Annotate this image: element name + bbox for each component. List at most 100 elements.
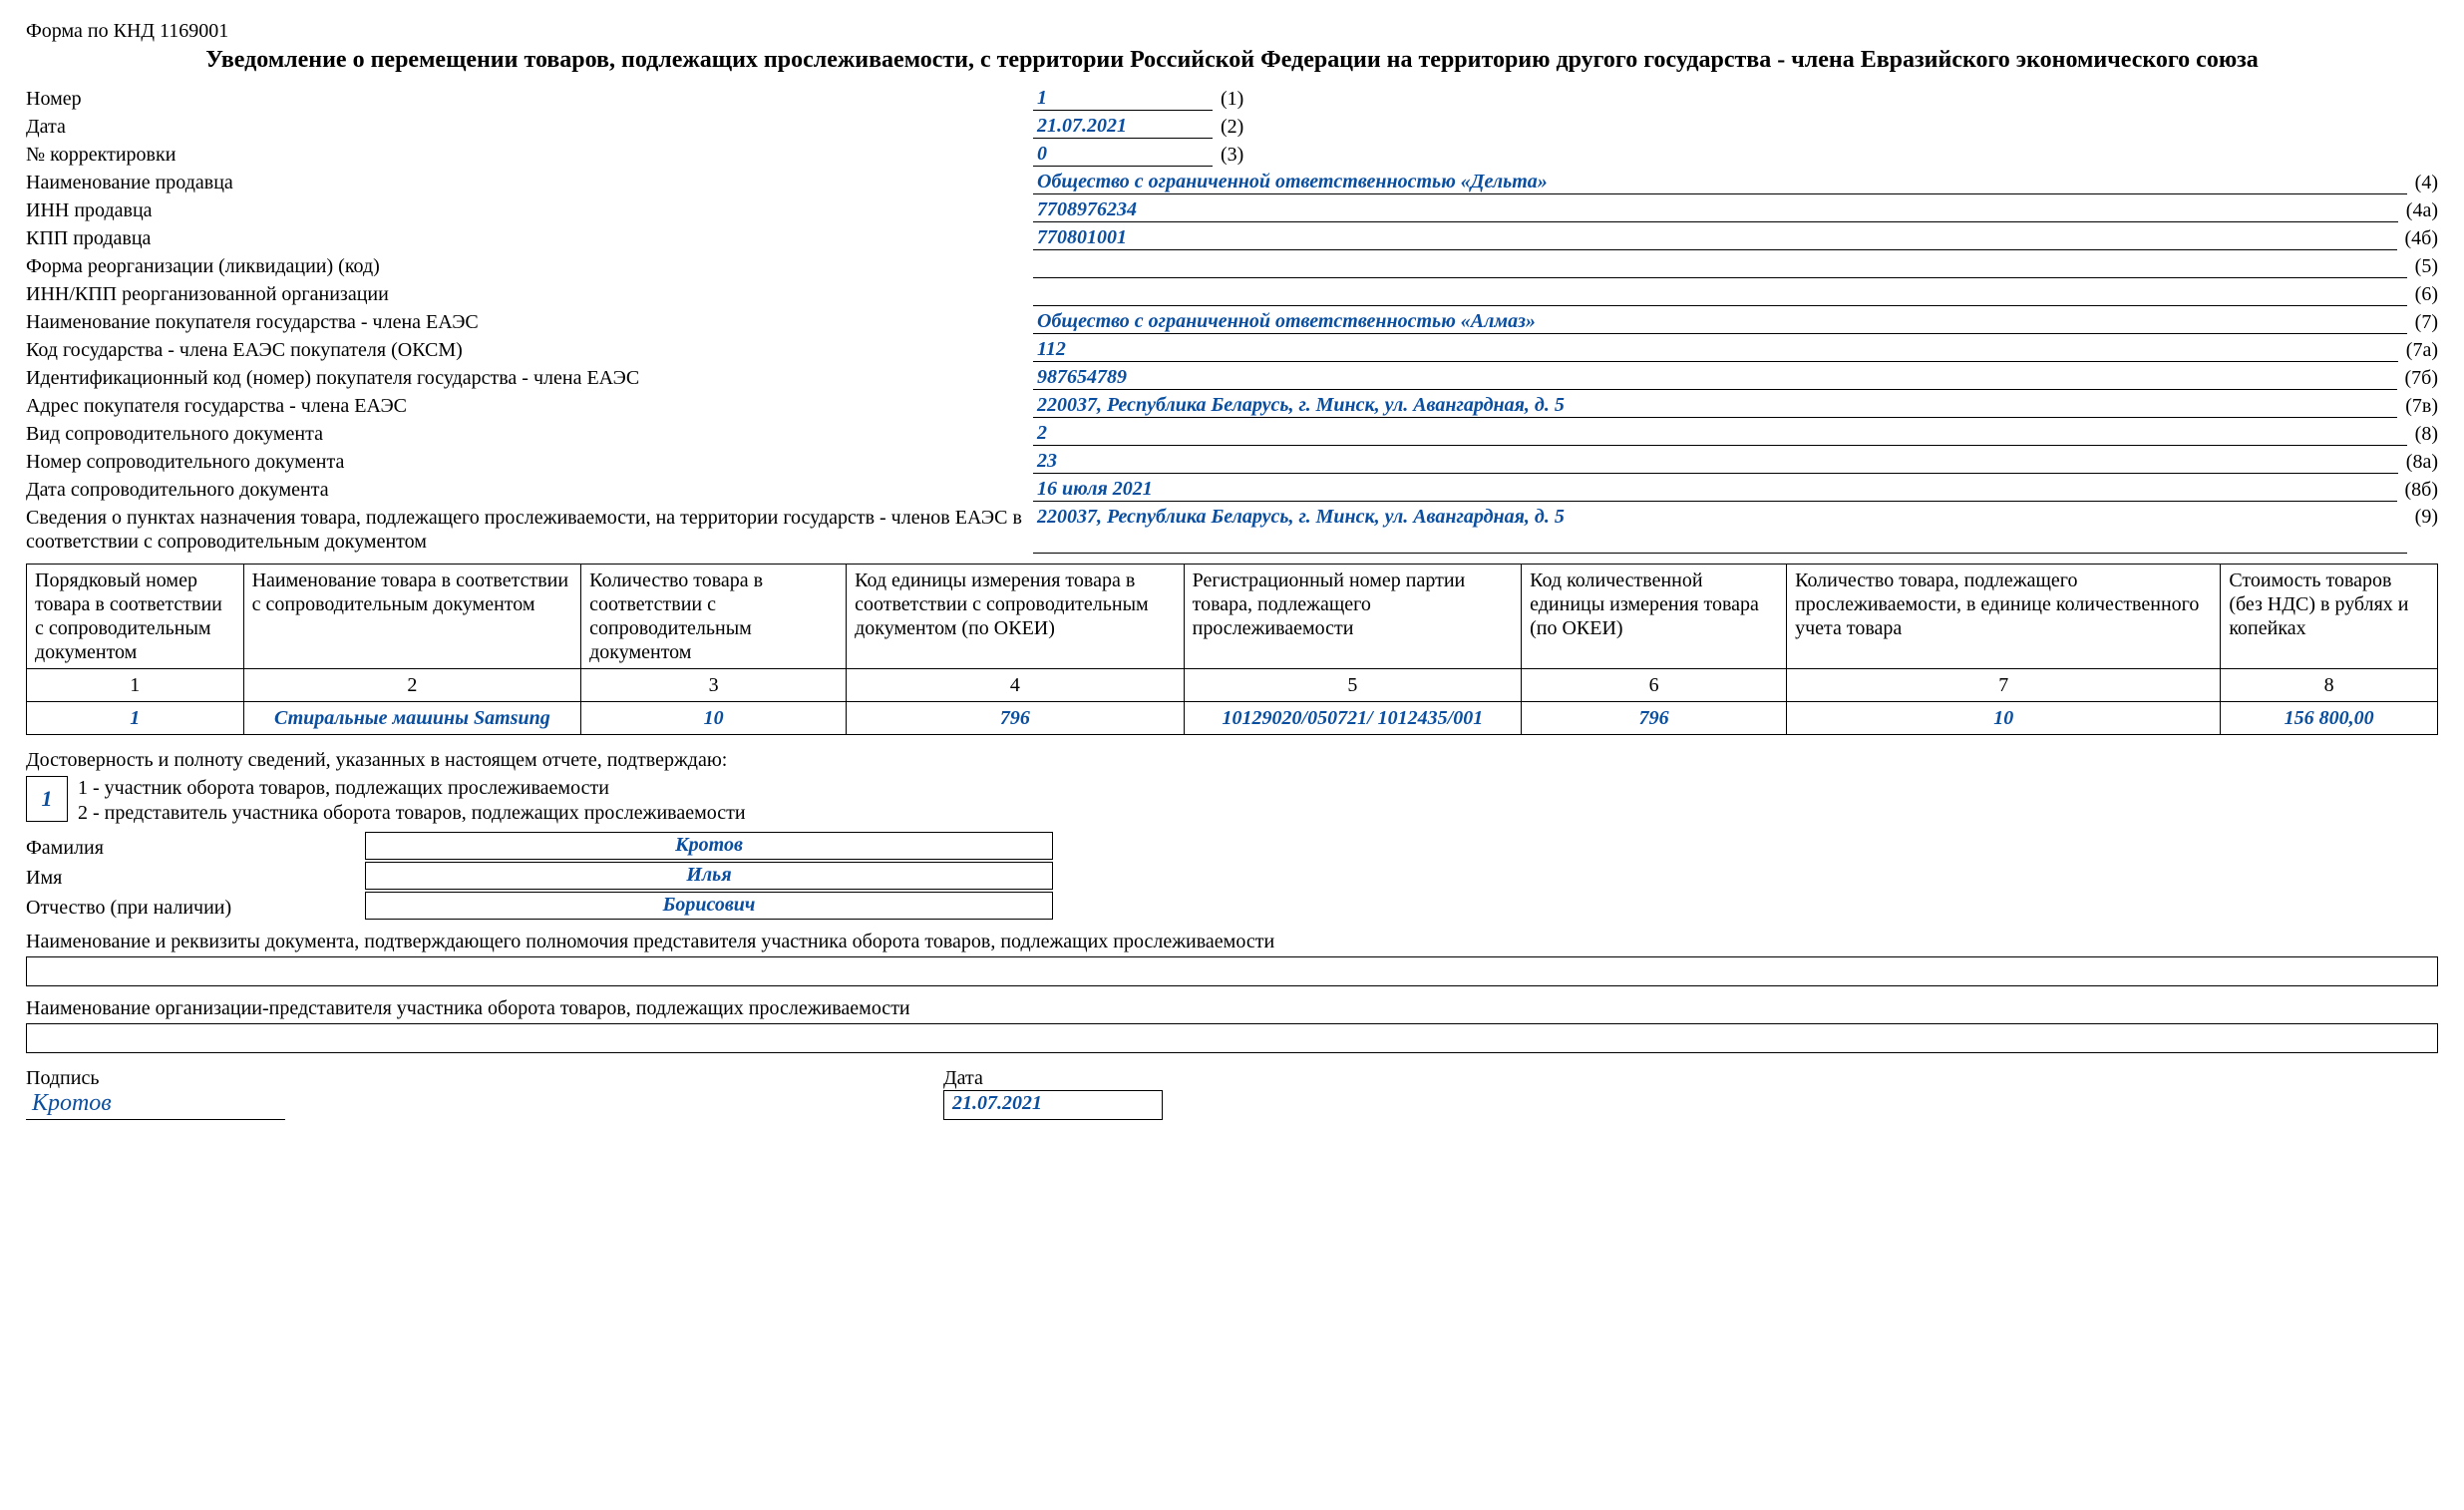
tag: (8а) (2406, 451, 2438, 474)
label: № корректировки (26, 143, 1033, 167)
value (1033, 282, 2407, 306)
field-seller-inn: ИНН продавца 7708976234 (4а) (26, 196, 2438, 222)
table-header-cell: Код количественной единицы измерения тов… (1522, 565, 1787, 669)
field-doc-type: Вид сопроводительного документа 2 (8) (26, 420, 2438, 446)
value: 1 (1033, 87, 1213, 111)
table-cell: 156 800,00 (2221, 702, 2438, 735)
signature-value: Кротов (26, 1090, 285, 1120)
field-reorg-innkpp: ИНН/КПП реорганизованной организации (6) (26, 280, 2438, 306)
field-correction: № корректировки 0 (3) (26, 141, 2438, 167)
value: Общество с ограниченной ответственностью… (1033, 171, 2407, 194)
table-colnum-cell: 7 (1787, 669, 2221, 702)
value: 220037, Республика Беларусь, г. Минск, у… (1033, 506, 2407, 554)
table-cell: 796 (847, 702, 1185, 735)
tag: (2) (1221, 116, 1243, 139)
table-colnum-cell: 5 (1184, 669, 1522, 702)
value (1033, 254, 2407, 278)
table-cell: 796 (1522, 702, 1787, 735)
value: 987654789 (1033, 366, 2397, 390)
confirm-code: 1 (26, 776, 68, 822)
table-header-cell: Стоимость товаров (без НДС) в рублях и к… (2221, 565, 2438, 669)
table-colnum-cell: 3 (581, 669, 847, 702)
auth-doc-box (26, 956, 2438, 986)
field-buyer-address: Адрес покупателя государства - члена ЕАЭ… (26, 392, 2438, 418)
field-doc-date: Дата сопроводительного документа 16 июля… (26, 476, 2438, 502)
label: Номер (26, 87, 1033, 111)
label: Идентификационный код (номер) покупателя… (26, 366, 1033, 390)
label: Адрес покупателя государства - члена ЕАЭ… (26, 394, 1033, 418)
value: 21.07.2021 (1033, 115, 1213, 139)
field-buyer-name: Наименование покупателя государства - чл… (26, 308, 2438, 334)
table-cell: 1 (27, 702, 244, 735)
label: Отчество (при наличии) (26, 897, 365, 920)
table-header-cell: Порядковый номер товара в соответствии с… (27, 565, 244, 669)
field-doc-number: Номер сопроводительного документа 23 (8а… (26, 448, 2438, 474)
label: Сведения о пунктах назначения товара, по… (26, 504, 1033, 554)
table-header-row: Порядковый номер товара в соответствии с… (27, 565, 2438, 669)
tag: (1) (1221, 88, 1243, 111)
label: Форма реорганизации (ликвидации) (код) (26, 254, 1033, 278)
value: 2 (1033, 422, 2407, 446)
table-number-row: 12345678 (27, 669, 2438, 702)
tag: (8б) (2405, 479, 2439, 502)
label: ИНН/КПП реорганизованной организации (26, 282, 1033, 306)
value: 23 (1033, 450, 2398, 474)
tag: (7) (2415, 311, 2438, 334)
label: Дата (26, 115, 1033, 139)
signature-row: Подпись Кротов Дата 21.07.2021 (26, 1067, 2438, 1120)
last-name-row: Фамилия Кротов (26, 832, 2438, 860)
table-header-cell: Наименование товара в соответствии с соп… (243, 565, 581, 669)
field-destination: Сведения о пунктах назначения товара, по… (26, 504, 2438, 554)
label: Вид сопроводительного документа (26, 422, 1033, 446)
goods-table: Порядковый номер товара в соответствии с… (26, 564, 2438, 735)
field-buyer-id: Идентификационный код (номер) покупателя… (26, 364, 2438, 390)
table-cell: 10129020/050721/ 1012435/001 (1184, 702, 1522, 735)
table-header-cell: Код единицы измерения товара в соответст… (847, 565, 1185, 669)
tag: (7б) (2405, 367, 2439, 390)
confirm-block: Достоверность и полноту сведений, указан… (26, 749, 2438, 920)
table-cell: 10 (1787, 702, 2221, 735)
tag: (7а) (2406, 339, 2438, 362)
table-header-cell: Количество товара, подлежащего прослежив… (1787, 565, 2221, 669)
value: Общество с ограниченной ответственностью… (1033, 310, 2407, 334)
field-date: Дата 21.07.2021 (2) (26, 113, 2438, 139)
legend-2: 2 - представитель участника оборота това… (78, 801, 746, 826)
label: Наименование продавца (26, 171, 1033, 194)
tag: (4а) (2406, 199, 2438, 222)
value: 16 июля 2021 (1033, 478, 2397, 502)
tag: (4) (2415, 172, 2438, 194)
tag: (5) (2415, 255, 2438, 278)
value: 220037, Республика Беларусь, г. Минск, у… (1033, 394, 2397, 418)
table-cell: Стиральные машины Samsung (243, 702, 581, 735)
label: Наименование покупателя государства - чл… (26, 310, 1033, 334)
confirm-caption: Достоверность и полноту сведений, указан… (26, 749, 2438, 772)
legend-1: 1 - участник оборота товаров, подлежащих… (78, 776, 746, 801)
field-number: Номер 1 (1) (26, 85, 2438, 111)
table-colnum-cell: 6 (1522, 669, 1787, 702)
value: Илья (365, 862, 1053, 890)
tag: (3) (1221, 144, 1243, 167)
label: Дата сопроводительного документа (26, 478, 1033, 502)
label: ИНН продавца (26, 198, 1033, 222)
table-colnum-cell: 2 (243, 669, 581, 702)
first-name-row: Имя Илья (26, 862, 2438, 890)
label: Номер сопроводительного документа (26, 450, 1033, 474)
field-reorg-code: Форма реорганизации (ликвидации) (код) (… (26, 252, 2438, 278)
auth-doc-caption: Наименование и реквизиты документа, подт… (26, 930, 2438, 954)
label: Код государства - члена ЕАЭС покупателя … (26, 338, 1033, 362)
patronymic-row: Отчество (при наличии) Борисович (26, 892, 2438, 920)
value: Борисович (365, 892, 1053, 920)
value: 0 (1033, 143, 1213, 167)
confirm-legend: 1 - участник оборота товаров, подлежащих… (78, 776, 746, 826)
field-buyer-country-code: Код государства - члена ЕАЭС покупателя … (26, 336, 2438, 362)
table-header-cell: Количество товара в соответствии с сопро… (581, 565, 847, 669)
rep-org-caption: Наименование организации-представителя у… (26, 996, 2438, 1021)
table-colnum-cell: 4 (847, 669, 1185, 702)
label: Имя (26, 867, 365, 890)
value: 770801001 (1033, 226, 2397, 250)
signature-date-value: 21.07.2021 (943, 1090, 1163, 1120)
value: Кротов (365, 832, 1053, 860)
table-row: 1Стиральные машины Samsung1079610129020/… (27, 702, 2438, 735)
tag: (9) (2415, 506, 2438, 529)
tag: (7в) (2405, 395, 2438, 418)
